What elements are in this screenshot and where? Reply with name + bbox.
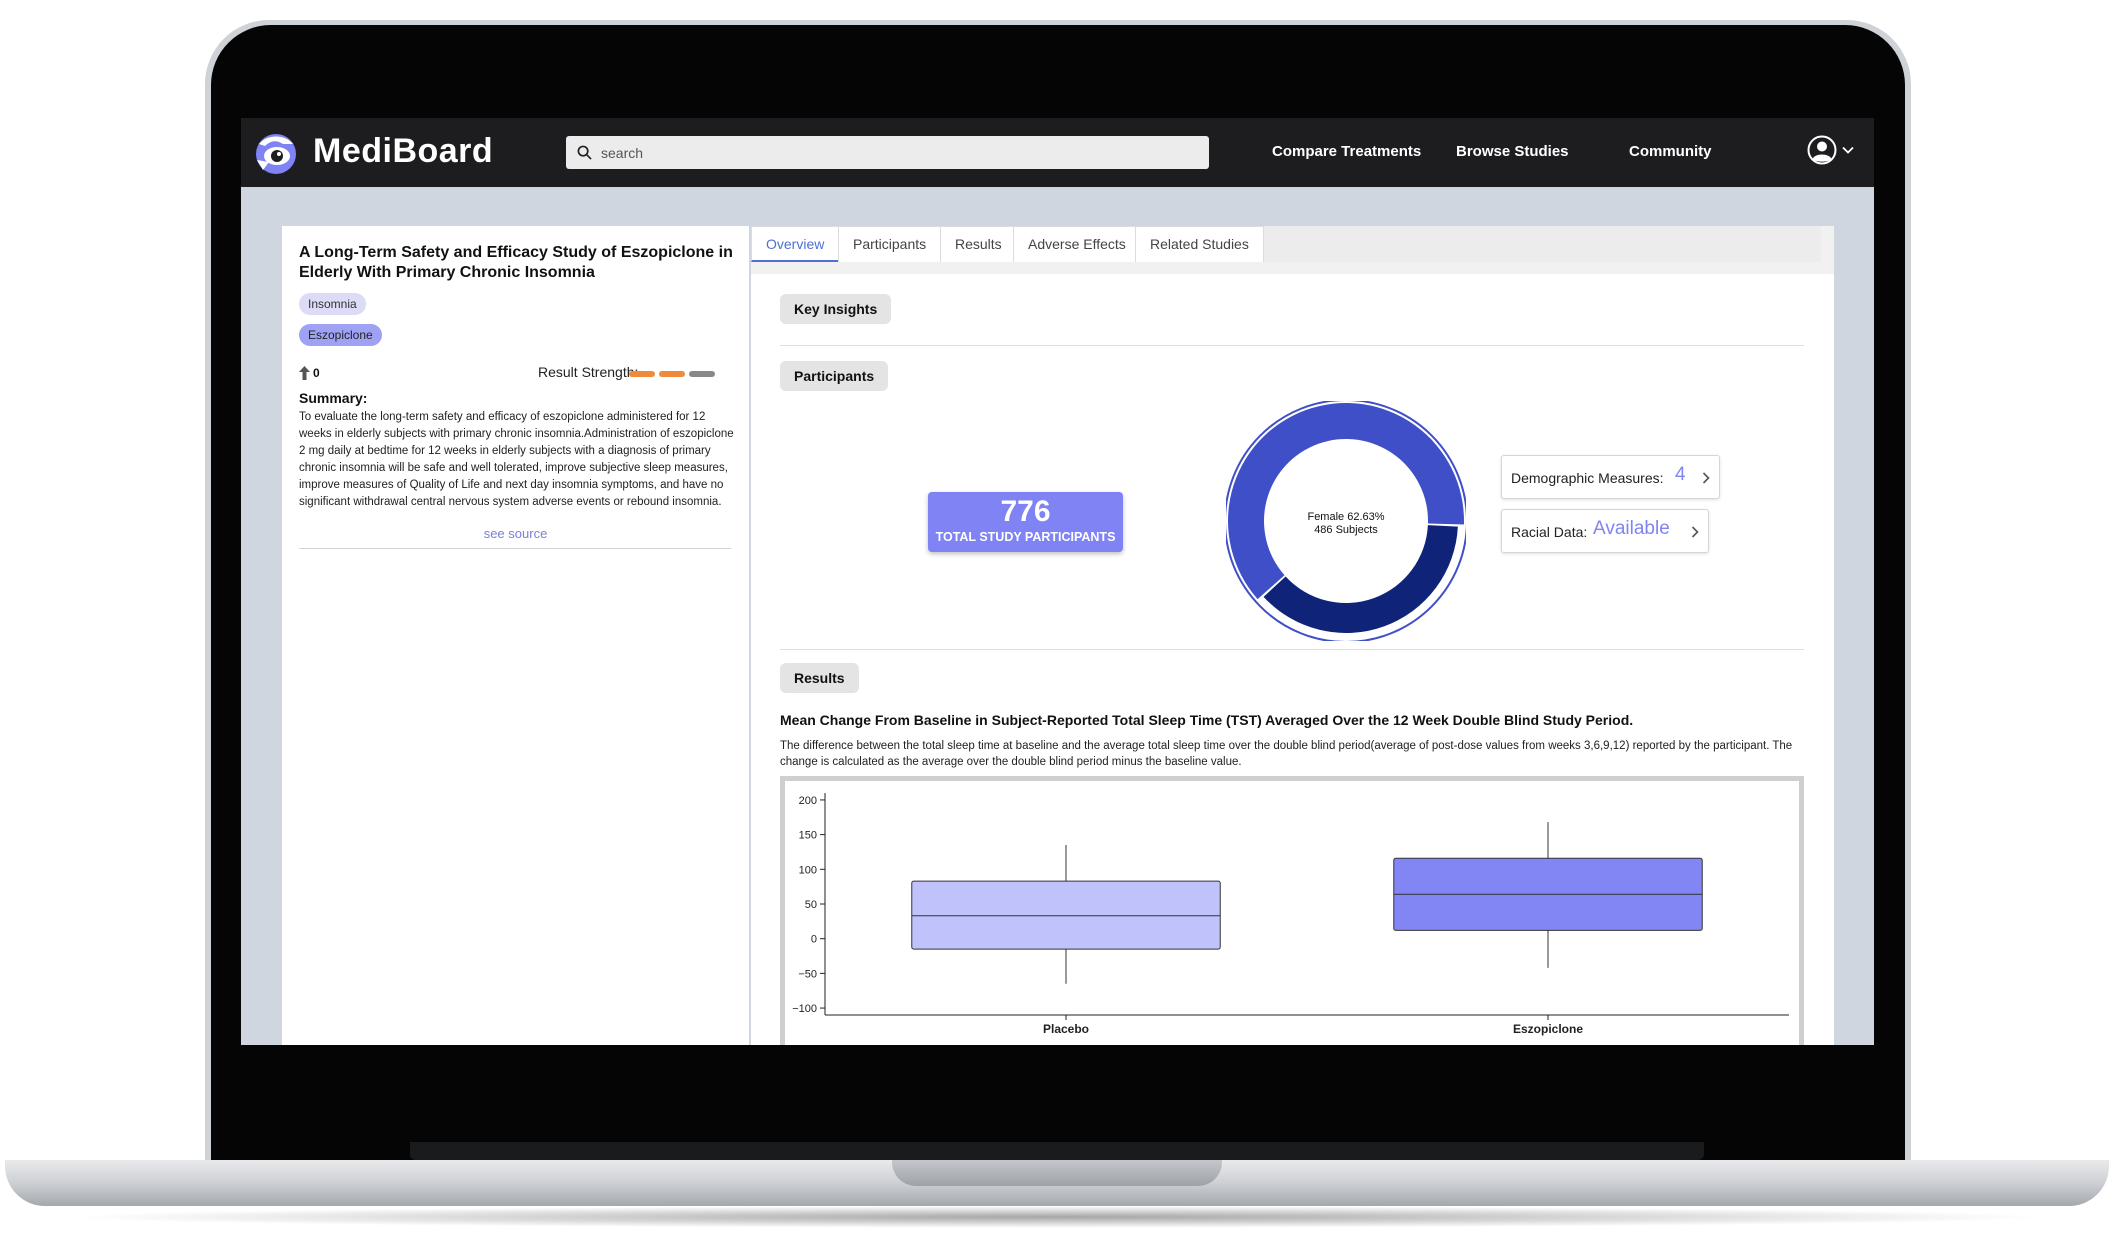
avatar-icon[interactable]	[1807, 135, 1837, 165]
x-tick-label: Eszopiclone	[1513, 1022, 1583, 1036]
y-tick-label: 0	[811, 934, 817, 946]
strength-bar	[689, 371, 715, 377]
racial-data-value: Available	[1593, 518, 1670, 539]
donut-female-subjects: 486 Subjects	[1314, 524, 1378, 536]
nav-compare-treatments[interactable]: Compare Treatments	[1272, 143, 1422, 160]
vertical-scrollbar[interactable]	[1821, 226, 1834, 274]
total-participants-number: 776	[1000, 495, 1051, 528]
demographic-measures-label: Demographic Measures:	[1511, 470, 1664, 486]
study-detail-panel: Overview Participants Results Adverse Ef…	[751, 226, 1834, 1045]
navbar: MediBoard Compare Treatments Browse Stud…	[241, 118, 1874, 187]
results-heading: Results	[780, 663, 859, 693]
divider	[780, 649, 1804, 650]
divider	[780, 345, 1804, 346]
result-measure-description: The difference between the total sleep t…	[780, 740, 1793, 768]
chevron-right-icon	[1702, 472, 1710, 484]
y-tick-label: 150	[799, 830, 817, 842]
donut-female-slice	[1228, 402, 1464, 600]
strength-bar	[659, 371, 685, 377]
y-tick-label: 50	[805, 899, 817, 911]
result-measure-title: Mean Change From Baseline in Subject-Rep…	[780, 712, 1634, 728]
summary-heading: Summary:	[299, 390, 368, 406]
donut-male-slice	[1263, 525, 1458, 633]
summary-text: To evaluate the long-term safety and eff…	[299, 411, 734, 508]
horizontal-scrollbar[interactable]	[751, 262, 1821, 274]
racial-data-card[interactable]: Racial Data: Available	[1501, 509, 1709, 553]
donut-female-percent: Female 62.63%	[1307, 511, 1385, 523]
laptop-shadow	[60, 1206, 2054, 1228]
logo-icon[interactable]	[253, 130, 299, 176]
laptop-hinge	[410, 1142, 1704, 1160]
tab-participants[interactable]: Participants	[838, 226, 942, 262]
nav-browse-studies[interactable]: Browse Studies	[1456, 143, 1569, 160]
y-tick-label: −100	[792, 1003, 817, 1015]
tab-overview[interactable]: Overview	[751, 226, 840, 262]
search-icon	[577, 145, 592, 160]
boxplot-chart: 200 150 100 50 0 −50 −100 Placebo Eszopiclone	[792, 793, 1789, 1036]
condition-tag[interactable]: Insomnia	[299, 293, 366, 315]
see-source-link[interactable]: see source	[483, 526, 548, 541]
tab-results[interactable]: Results	[940, 226, 1017, 262]
gender-donut-chart	[1226, 401, 1466, 641]
donut-center-label: Female 62.63% 486 Subjects	[1226, 511, 1466, 537]
divider	[299, 548, 731, 549]
brand-name[interactable]: MediBoard	[313, 132, 494, 170]
result-strength-label: Result Strength:	[538, 364, 639, 380]
tabs-bar: Overview Participants Results Adverse Ef…	[751, 226, 1821, 262]
screen: MediBoard Compare Treatments Browse Stud…	[241, 118, 1874, 1045]
tab-adverse-effects[interactable]: Adverse Effects	[1013, 226, 1141, 262]
box-placebo[interactable]	[911, 880, 1221, 950]
total-participants-card: 776 TOTAL STUDY PARTICIPANTS	[928, 492, 1123, 552]
x-tick-label: Placebo	[1043, 1022, 1089, 1036]
total-participants-label: TOTAL STUDY PARTICIPANTS	[935, 530, 1116, 544]
y-tick-label: 200	[799, 795, 817, 807]
laptop-notch	[892, 1160, 1222, 1186]
study-title: A Long-Term Safety and Efficacy Study of…	[299, 244, 733, 281]
key-insights-heading: Key Insights	[780, 294, 892, 324]
demographic-measures-card[interactable]: Demographic Measures: 4	[1501, 455, 1720, 499]
strength-bar	[629, 371, 655, 377]
chevron-right-icon	[1691, 526, 1699, 538]
study-info-panel: A Long-Term Safety and Efficacy Study of…	[282, 226, 749, 1045]
drug-tag[interactable]: Eszopiclone	[299, 324, 382, 346]
racial-data-label: Racial Data:	[1511, 524, 1588, 540]
nav-community[interactable]: Community	[1629, 143, 1712, 160]
participants-heading: Participants	[780, 361, 889, 391]
y-tick-label: 100	[799, 864, 817, 876]
upvote-icon[interactable]	[299, 366, 310, 380]
demographic-measures-value: 4	[1675, 464, 1686, 485]
tab-related-studies[interactable]: Related Studies	[1135, 226, 1264, 262]
y-tick-label: −50	[798, 968, 817, 980]
boxplot-chart-frame: 200 150 100 50 0 −50 −100 Placebo Eszopiclone	[780, 776, 1804, 1045]
upvote-count: 0	[313, 366, 320, 380]
search-input[interactable]	[601, 136, 1191, 169]
chevron-down-icon[interactable]	[1842, 146, 1854, 155]
search-box[interactable]	[566, 136, 1209, 169]
